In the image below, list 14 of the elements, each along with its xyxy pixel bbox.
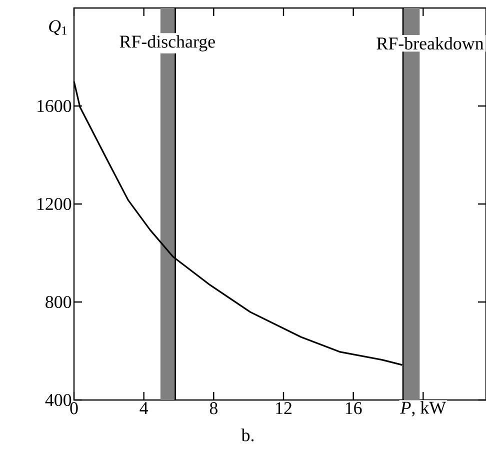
y-tick-label: 1200: [38, 198, 72, 210]
text: b.: [241, 428, 254, 442]
y-tick-label: 1600: [38, 100, 72, 112]
band-label: RF-breakdown: [376, 36, 484, 50]
y-tick-label: 400: [45, 394, 72, 406]
x-tick-label: 4: [140, 402, 148, 414]
band-label: RF-discharge: [120, 35, 215, 52]
x-tick-label: 0: [70, 402, 78, 414]
x-tick-label: 12: [276, 402, 292, 414]
x-tick-label: 8: [210, 402, 218, 414]
y-tick-label: 800: [46, 296, 72, 308]
x-tick-label: 16: [346, 402, 362, 414]
y-axis-title: Q$_{1}$: [49, 20, 67, 35]
x-axis-title: P, kW: [400, 401, 446, 416]
